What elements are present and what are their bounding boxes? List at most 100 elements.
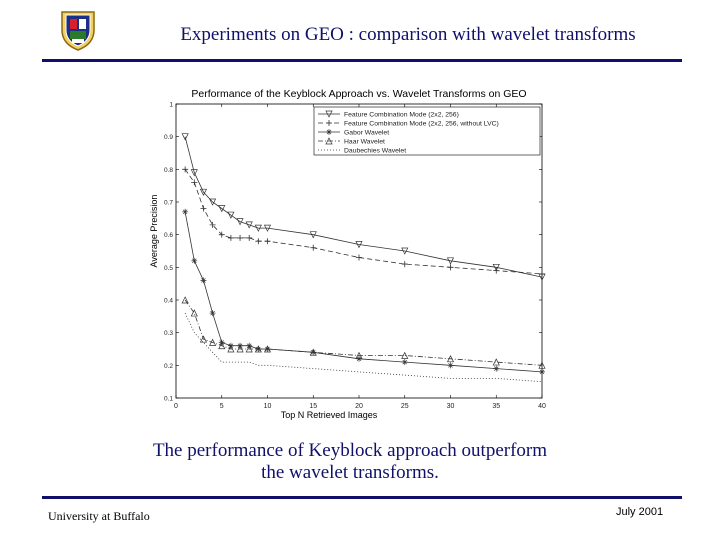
series-1-point-4: [209, 198, 217, 206]
series-1-point-5: [218, 205, 226, 213]
series-1-point-13: [401, 247, 409, 255]
series-2-point-7: [237, 234, 244, 241]
slide-caption: The performance of Keyblock approach out…: [60, 440, 640, 484]
legend-marker-1: [325, 110, 333, 118]
series-1-point-10: [263, 224, 272, 232]
series-4-point-10: [263, 345, 272, 353]
y-tick-label-1: 0.2: [164, 363, 173, 370]
series-2-point-14: [447, 264, 454, 271]
series-3-point-11: [310, 349, 317, 356]
y-axis-label: Average Precision: [149, 195, 159, 268]
series-3-point-16: [539, 368, 545, 375]
series-1-point-1: [181, 133, 189, 141]
series-4-point-4: [209, 338, 217, 346]
series-1-point-9: [254, 224, 262, 232]
series-2-point-10: [264, 238, 271, 245]
series-1-point-6: [227, 211, 235, 219]
x-tick-label-4: 20: [355, 403, 363, 410]
x-tick-label-6: 30: [447, 403, 455, 410]
x-tick-label-8: 40: [538, 403, 546, 410]
university-crest-logo: [58, 8, 98, 52]
y-tick-label-3: 0.4: [164, 298, 173, 305]
caption-line-2: the wavelet transforms.: [261, 462, 439, 483]
series-4-point-8: [245, 345, 253, 353]
y-tick-label-2: 0.3: [164, 330, 173, 337]
legend-box: [313, 106, 541, 156]
series-4-point-13: [401, 351, 409, 359]
series-1-point-7: [236, 218, 244, 226]
series-3-point-13: [401, 359, 408, 366]
series-3-point-1: [182, 208, 189, 215]
x-tick-label-1: 5: [220, 403, 224, 410]
chart-svg: Performance of the Keyblock Approach vs.…: [149, 88, 546, 420]
footer-divider: [42, 496, 682, 499]
y-tick-label-9: 1: [169, 102, 173, 109]
footer-institution: University at Buffalo: [48, 509, 150, 523]
caption-line-1: The performance of Keyblock approach out…: [152, 440, 548, 461]
series-2-point-6: [227, 234, 234, 241]
chart-title: Performance of the Keyblock Approach vs.…: [191, 88, 526, 100]
series-2-point-11: [310, 244, 317, 251]
series-3-point-10: [264, 346, 271, 352]
x-tick-label-5: 25: [401, 403, 409, 410]
series-3-point-3: [200, 277, 207, 284]
series-2-point-4: [209, 221, 216, 228]
legend-label-5: Daubechies Wavelet: [344, 148, 406, 155]
series-3-point-4: [209, 310, 216, 317]
footer-date: July 2001: [616, 506, 664, 518]
series-4-point-12: [355, 351, 363, 359]
y-tick-label-4: 0.5: [164, 265, 173, 272]
y-tick-label-5: 0.6: [164, 232, 173, 239]
series-4-point-5: [218, 341, 226, 350]
series-2-point-1: [182, 166, 189, 173]
series-4-point-14: [446, 355, 455, 363]
y-tick-label-7: 0.8: [164, 167, 173, 174]
slide-title: Experiments on GEO : comparison with wav…: [180, 24, 636, 45]
series-2-point-15: [493, 267, 500, 274]
series-1-point-15: [492, 263, 500, 272]
series-2-point-3: [200, 205, 207, 212]
series-4-point-15: [492, 358, 500, 366]
series-4-point-3: [199, 335, 208, 343]
legend-label-1: Feature Combination Mode (2x2, 256): [344, 112, 459, 119]
series-4-point-6: [227, 345, 235, 353]
legend-label-3: Gabor Wavelet: [344, 130, 389, 137]
series-line-1: [184, 136, 543, 278]
series-4-point-7: [236, 345, 244, 353]
x-axis-label: Top N Retrieved Images: [281, 410, 378, 420]
series-line-3: [184, 211, 543, 373]
y-tick-label-6: 0.7: [164, 200, 173, 207]
series-2-point-9: [255, 238, 262, 245]
x-tick-label-2: 10: [264, 403, 272, 410]
legend-label-2: Feature Combination Mode (2x2, 256, with…: [344, 121, 499, 128]
x-tick-label-7: 35: [492, 403, 500, 410]
x-tick-label-3: 15: [309, 403, 317, 410]
series-4-point-2: [190, 309, 198, 317]
series-2-point-8: [246, 234, 253, 241]
series-2-point-16: [539, 270, 545, 277]
legend-marker-2: [326, 120, 332, 126]
legend-marker-3: [326, 129, 332, 135]
title-divider: [42, 59, 682, 62]
x-tick-label-0: 0: [174, 403, 178, 410]
series-4-point-1: [181, 296, 189, 304]
series-3-point-14: [447, 362, 454, 369]
series-4-point-9: [254, 345, 262, 353]
y-tick-label-0: 0.1: [164, 396, 173, 403]
series-3-point-2: [191, 257, 198, 264]
series-1-point-2: [190, 169, 198, 177]
legend-label-4: Haar Wavelet: [344, 139, 385, 146]
series-2-point-12: [356, 254, 362, 261]
series-1-point-12: [355, 241, 363, 249]
precision-chart: Performance of the Keyblock Approach vs.…: [148, 84, 552, 424]
series-line-2: [184, 169, 543, 275]
series-1-point-8: [245, 221, 253, 229]
series-1-point-14: [446, 257, 455, 265]
series-4-point-11: [309, 348, 317, 356]
series-2-point-2: [191, 179, 198, 186]
series-2-point-13: [401, 261, 408, 268]
series-1-point-3: [199, 188, 208, 196]
series-3-point-15: [493, 365, 500, 372]
series-4-point-16: [538, 361, 546, 369]
series-2-point-5: [218, 231, 225, 238]
